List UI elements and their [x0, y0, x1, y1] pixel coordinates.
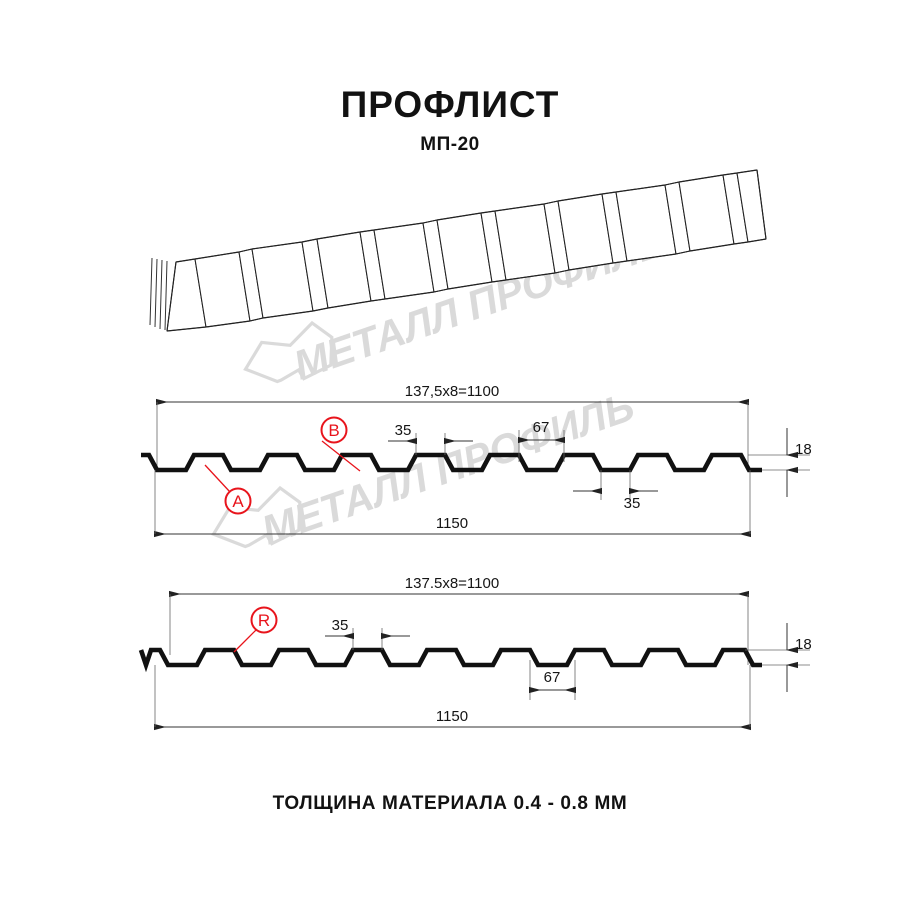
balloon-r: R	[233, 606, 278, 653]
dim-trough-bottom: 67	[544, 669, 561, 686]
isometric-sheet-view	[149, 169, 767, 332]
watermark-logo-icon	[211, 485, 302, 549]
profile-outline-top	[141, 452, 762, 473]
watermark-logo-icon	[243, 320, 334, 384]
dim-bottom-flat-top: 35	[624, 495, 641, 512]
dim-top-flat-bottom: 35	[332, 617, 349, 634]
leader-line	[233, 629, 257, 653]
profile-outline-bottom	[138, 647, 762, 673]
dim-height-bottom: 18	[795, 636, 812, 653]
dim-pitch-bottom: 137.5x8=1100	[405, 575, 499, 592]
dim-overall-top: 1150	[436, 515, 468, 532]
dim-trough-top: 67	[533, 419, 550, 436]
balloon-label-b: B	[328, 421, 339, 440]
balloon-circle	[224, 487, 252, 515]
watermark-lower: МЕТАЛЛ ПРОФИЛЬ	[211, 383, 640, 554]
dim-overall-bottom: 1150	[436, 708, 468, 725]
leader-line	[204, 464, 231, 493]
dim-top-flat-1: 35	[395, 422, 412, 439]
section-top-view: 137,5x8=1100 35 67 35 18	[141, 383, 812, 538]
dim-pitch-top: 137,5x8=1100	[405, 383, 499, 400]
balloon-circle	[250, 606, 278, 634]
balloon-circle	[320, 416, 348, 444]
material-thickness-note: ТОЛЩИНА МАТЕРИАЛА 0.4 - 0.8 ММ	[272, 793, 628, 814]
balloon-label-r: R	[258, 611, 270, 630]
section-bottom-view: 137.5x8=1100 35 67 18 1150	[138, 575, 812, 731]
leader-line	[321, 440, 361, 472]
balloon-a: A	[204, 464, 252, 515]
dim-height-top: 18	[795, 441, 812, 458]
page-title: ПРОФЛИСТ	[340, 84, 560, 125]
balloon-label-a: A	[232, 492, 244, 511]
balloon-b: B	[320, 416, 361, 472]
product-code: МП-20	[420, 134, 480, 155]
